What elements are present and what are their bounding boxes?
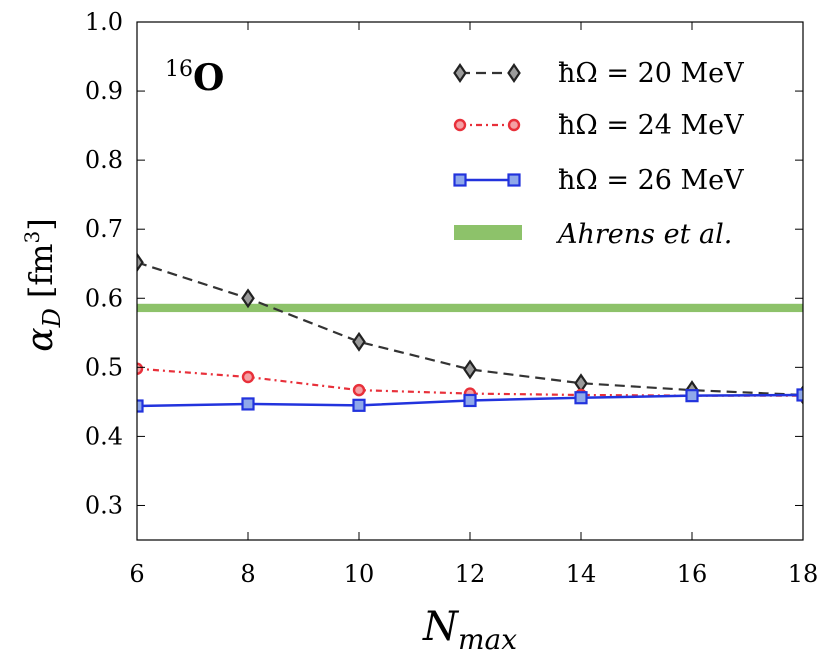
y-axis-title: αD [fm3] <box>20 218 66 351</box>
x-tick-label-6: 16 <box>677 560 708 588</box>
y-tick-label-7: 0.9 <box>85 77 123 105</box>
data-point-s3-6 <box>685 389 699 403</box>
legend: ħΩ = 20 MeV ħΩ = 24 MeV ħΩ = 26 MeV Ahrens … <box>453 58 744 250</box>
nucleus-label: 16O <box>165 57 224 99</box>
data-point-s2-3 <box>352 383 366 397</box>
x-tick-label-2: 8 <box>240 560 255 588</box>
legend-marker-start-1 <box>453 63 467 83</box>
legend-marker-end-1 <box>507 63 521 83</box>
plot-frame <box>136 21 804 541</box>
data-point-s3-3 <box>352 398 366 412</box>
data-point-s1-3 <box>352 331 366 352</box>
ahrens-band <box>137 303 803 313</box>
legend-marker-start-1-shape <box>453 63 467 83</box>
x-axis-title-sub: max <box>458 623 517 656</box>
data-point-s1-2 <box>241 288 255 309</box>
y-tick-label-8: 1.0 <box>85 8 123 36</box>
y-tick-label-4: 0.6 <box>85 284 123 312</box>
legend-band-swatch <box>454 225 522 240</box>
y-tick-label-5: 0.7 <box>85 215 123 243</box>
y-tick-label-2: 0.4 <box>85 422 123 450</box>
legend-label-1: ħΩ = 20 MeV <box>558 58 744 89</box>
legend-marker-start-2 <box>453 118 467 132</box>
data-point-s1-4 <box>463 359 477 380</box>
x-tick-label-4: 12 <box>455 560 486 588</box>
plot-layer <box>137 252 803 413</box>
data-point-s3-5 <box>574 391 588 405</box>
legend-label-3: ħΩ = 26 MeV <box>558 165 744 196</box>
data-point-s1-1-shape <box>137 252 144 273</box>
data-point-s3-4 <box>463 393 477 408</box>
data-point-s3-2 <box>241 397 255 411</box>
data-point-s2-1 <box>137 362 144 375</box>
y-tick-label-6: 0.8 <box>85 146 123 174</box>
legend-label-4: Ahrens et al. <box>555 219 732 250</box>
labels-layer: Nmax αD [fm3] 16O <box>20 57 517 656</box>
data-point-s1-1 <box>137 252 144 273</box>
nucleus-label-mass: 16 <box>165 57 193 82</box>
y-axis-title-close: ] <box>22 218 60 230</box>
x-tick-label-3: 10 <box>344 560 375 588</box>
y-axis-title-symbol: α <box>20 327 61 351</box>
y-axis-title-sup: 3 <box>20 231 44 244</box>
legend-label-2: ħΩ = 24 MeV <box>558 110 744 141</box>
x-tick-label-5: 14 <box>566 560 597 588</box>
nucleus-label-element: O <box>193 57 224 99</box>
y-axis-title-sub: D <box>38 308 66 328</box>
data-point-s1-2-shape <box>241 288 255 309</box>
data-point-s1-3-shape <box>352 331 366 352</box>
y-tick-label-3: 0.5 <box>85 353 123 381</box>
axes-layer: 0.3 0.4 0.5 0.6 0.7 0.8 0.9 1.0 6 8 10 12 14 16 18 <box>85 8 818 588</box>
x-tick-label-7: 18 <box>788 560 819 588</box>
x-axis-title-main: N <box>422 604 460 650</box>
legend-marker-start-3 <box>453 173 467 187</box>
y-tick-label-1: 0.3 <box>85 491 123 519</box>
data-point-s2-2 <box>241 370 255 384</box>
data-point-s3-7 <box>796 388 803 402</box>
x-axis-title: Nmax <box>422 604 517 656</box>
data-point-s3-1 <box>137 399 144 413</box>
legend-marker-end-3 <box>507 173 521 187</box>
legend-marker-end-1-shape <box>507 63 521 83</box>
legend-marker-end-2 <box>507 118 521 132</box>
x-tick-label-1: 6 <box>129 560 144 588</box>
y-axis-title-unit: [fm <box>22 243 60 298</box>
data-point-s1-4-shape <box>463 359 477 380</box>
